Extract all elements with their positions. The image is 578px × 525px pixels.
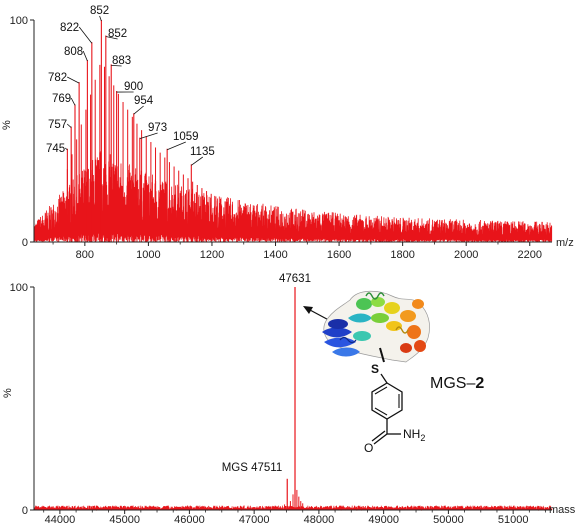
mz-peak-label: 1059 (173, 131, 199, 143)
mz-x-ticks: 800 1000 1200 1400 1600 1800 2000 2200 (52, 242, 542, 261)
mass-peak-labels: 47631 MGS 47511 (222, 273, 311, 474)
mass-x-tick-label: 47000 (239, 514, 270, 525)
mz-x-tick-label: 2200 (518, 249, 542, 261)
mz-peak-label: 852 (108, 28, 127, 40)
mass-x-tick-label: 48000 (304, 514, 335, 525)
mass-y-tick-label: 100 (10, 282, 28, 294)
mz-peak-leader (99, 15, 102, 22)
mz-y-tick-label: 100 (10, 15, 28, 27)
mz-peak-lines (66, 20, 226, 242)
mz-peak-label: 973 (148, 122, 167, 134)
mz-peak-label: 769 (52, 93, 71, 105)
mz-peak-leader (67, 76, 80, 84)
mz-peak-leader (64, 147, 68, 151)
mz-peak-label: 808 (64, 46, 83, 58)
oxygen-atom-label: O (364, 441, 373, 455)
mz-spectrum-trace (33, 151, 553, 243)
mz-peak-label: 822 (60, 22, 79, 34)
mz-peak-label: 757 (48, 119, 67, 131)
mz-peak-leader (82, 50, 88, 62)
amine-label: NH2 (403, 427, 425, 443)
mass-x-tick-label: 46000 (174, 514, 205, 525)
mz-x-axis-label: m/z (556, 237, 574, 249)
mz-peak-leader (111, 65, 122, 67)
sulfur-atom-label: S (371, 362, 379, 376)
mass-y-axis-label: % (2, 388, 14, 398)
mass-x-tick-label: 44000 (45, 514, 76, 525)
mz-peak-label: 883 (112, 55, 131, 67)
mz-x-tick-label: 1400 (263, 249, 287, 261)
mz-noise-envelope (33, 151, 553, 243)
mass-x-tick-label: 51000 (498, 514, 529, 525)
mz-peak-leader (70, 97, 76, 106)
mz-y-tick-label: 0 (22, 237, 28, 249)
mz-peak-leader (167, 141, 186, 151)
mz-x-tick-label: 1200 (200, 249, 224, 261)
mz-y-ticks: 0 100 (10, 15, 34, 249)
mass-y-tick-label: 0 (22, 505, 28, 517)
mz-peak-label: 954 (134, 95, 154, 107)
mz-x-tick-label: 800 (76, 249, 94, 261)
mgs-2-structure: S O NH2 MGS–2 (303, 290, 484, 455)
mz-peak-label: 900 (124, 81, 143, 93)
mass-spectrum-panel: 44000 45000 46000 47000 48000 49000 50000 51000… (2, 273, 576, 525)
mass-y-ticks: 0 100 (10, 282, 34, 517)
mz-x-tick-label: 1800 (390, 249, 414, 261)
mz-peak-label: 852 (90, 5, 109, 17)
mass-x-tick-label: 50000 (433, 514, 464, 525)
mz-peak-leader (191, 156, 204, 166)
mass-x-ticks: 44000 45000 46000 47000 48000 49000 50000 51000 (43, 510, 546, 525)
mass-peak-label-mgs: MGS 47511 (222, 462, 283, 474)
mz-x-tick-label: 2000 (454, 249, 478, 261)
mz-peak-label: 782 (48, 72, 67, 84)
mz-peak-leader (133, 105, 144, 115)
mz-peak-label: 745 (46, 143, 65, 155)
mz-peak-label: 1135 (190, 146, 215, 158)
mz-y-axis-label: % (1, 120, 13, 130)
mz-spectrum-panel: 800 1000 1200 1400 1600 1800 2000 2200 0 100 745… (1, 5, 574, 261)
mz-peak-leader (78, 26, 93, 44)
mz-peak-leader (66, 123, 72, 128)
mz-peak-labels: 745 757 769 782 808 822 852 852 883 900 954 973 1059… (46, 5, 215, 166)
mass-x-tick-label: 45000 (109, 514, 140, 525)
benzene-ring (371, 382, 403, 420)
mz-peak-leader (139, 132, 158, 140)
compound-name: MGS–2 (430, 375, 484, 392)
mz-x-tick-label: 1600 (327, 249, 351, 261)
ribbon-protein-icon (322, 290, 430, 363)
mz-peak-leader (105, 36, 118, 40)
mass-x-tick-label: 49000 (368, 514, 399, 525)
mass-spectrum-trace (33, 287, 553, 512)
mz-x-tick-label: 1000 (136, 249, 160, 261)
mass-peak-label-main: 47631 (279, 273, 311, 285)
mass-x-axis-label: mass (549, 504, 576, 516)
